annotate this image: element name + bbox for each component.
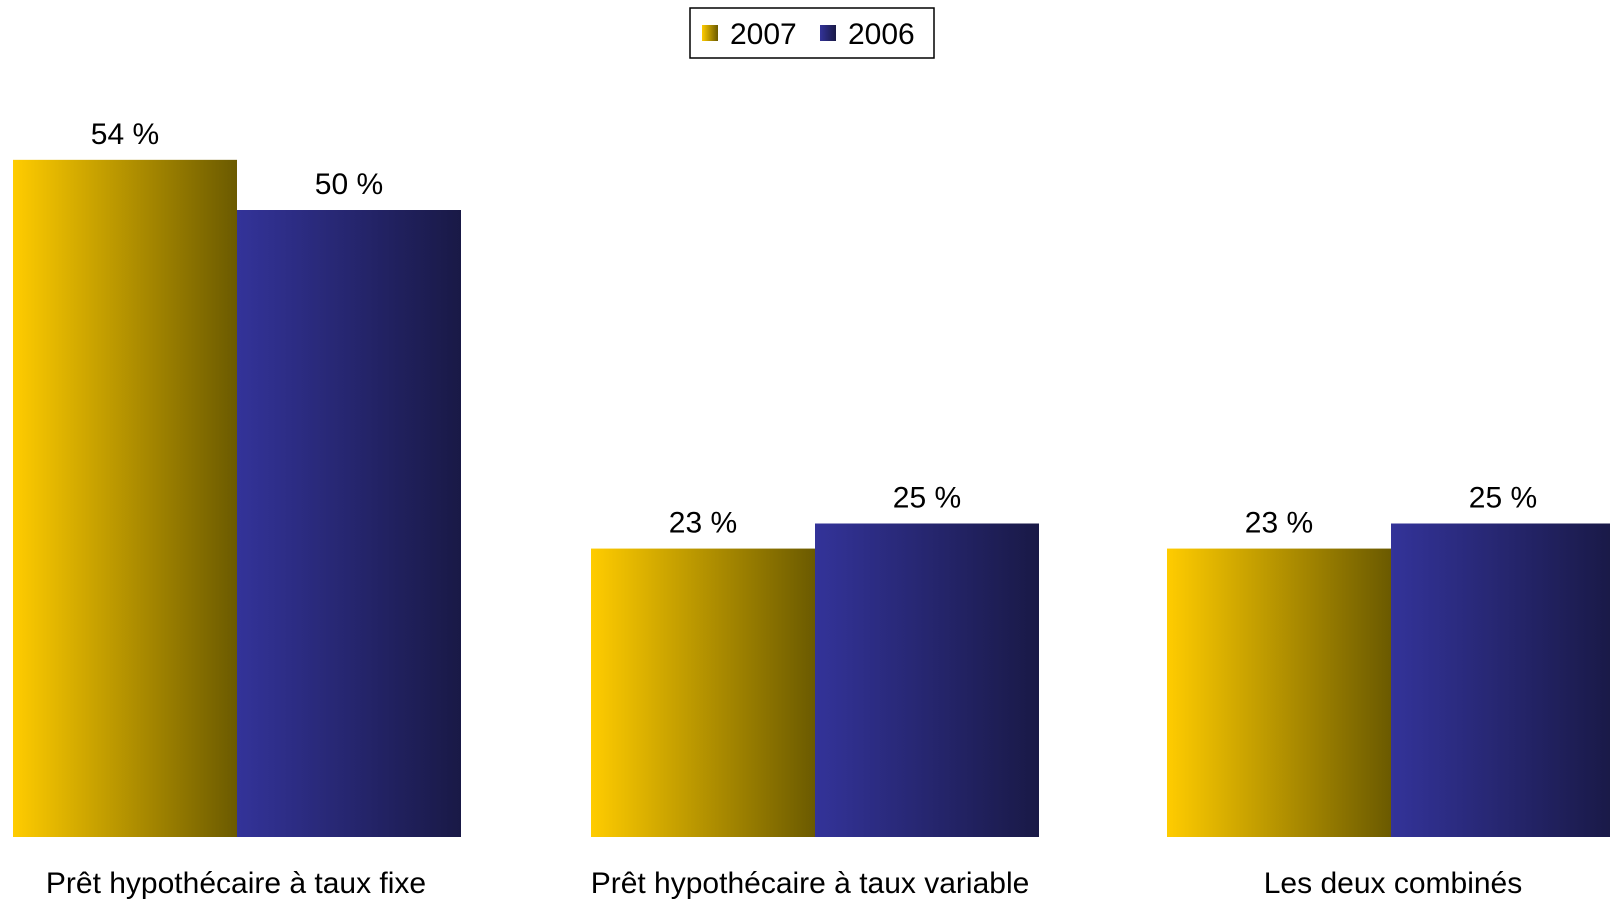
data-label-combined-2006: 25 % [1469,482,1537,515]
legend-label-2007: 2007 [730,18,797,51]
category-label-combined: Les deux combinés [1264,867,1523,900]
legend-swatch-2007 [702,25,718,41]
legend: 2007 2006 [689,7,935,59]
bars-group [13,159,1610,838]
legend-swatch-2006 [820,25,836,41]
data-label-fixed-rate-2006: 50 % [315,168,383,201]
category-label-fixed-rate: Prêt hypothécaire à taux fixe [46,867,426,900]
legend-label-2006: 2006 [848,18,915,51]
data-label-combined-2007: 23 % [1245,507,1313,540]
legend-box [689,7,935,59]
bar-combined-2007 [1167,548,1391,837]
data-label-variable-rate-2006: 25 % [893,482,961,515]
category-axis: Prêt hypothécaire à taux fixe Prêt hypot… [46,867,1522,900]
data-label-variable-rate-2007: 23 % [669,507,737,540]
data-label-fixed-rate-2007: 54 % [91,118,159,151]
bar-variable-rate-2007 [591,548,815,837]
bar-combined-2006 [1391,523,1610,837]
category-label-variable-rate: Prêt hypothécaire à taux variable [591,867,1030,900]
bar-fixed-rate-2006 [237,210,461,837]
bar-variable-rate-2006 [815,523,1039,837]
bar-fixed-rate-2007 [13,159,237,838]
data-labels-group: 54 % 50 % 23 % 25 % 23 % 25 % [91,118,1537,540]
